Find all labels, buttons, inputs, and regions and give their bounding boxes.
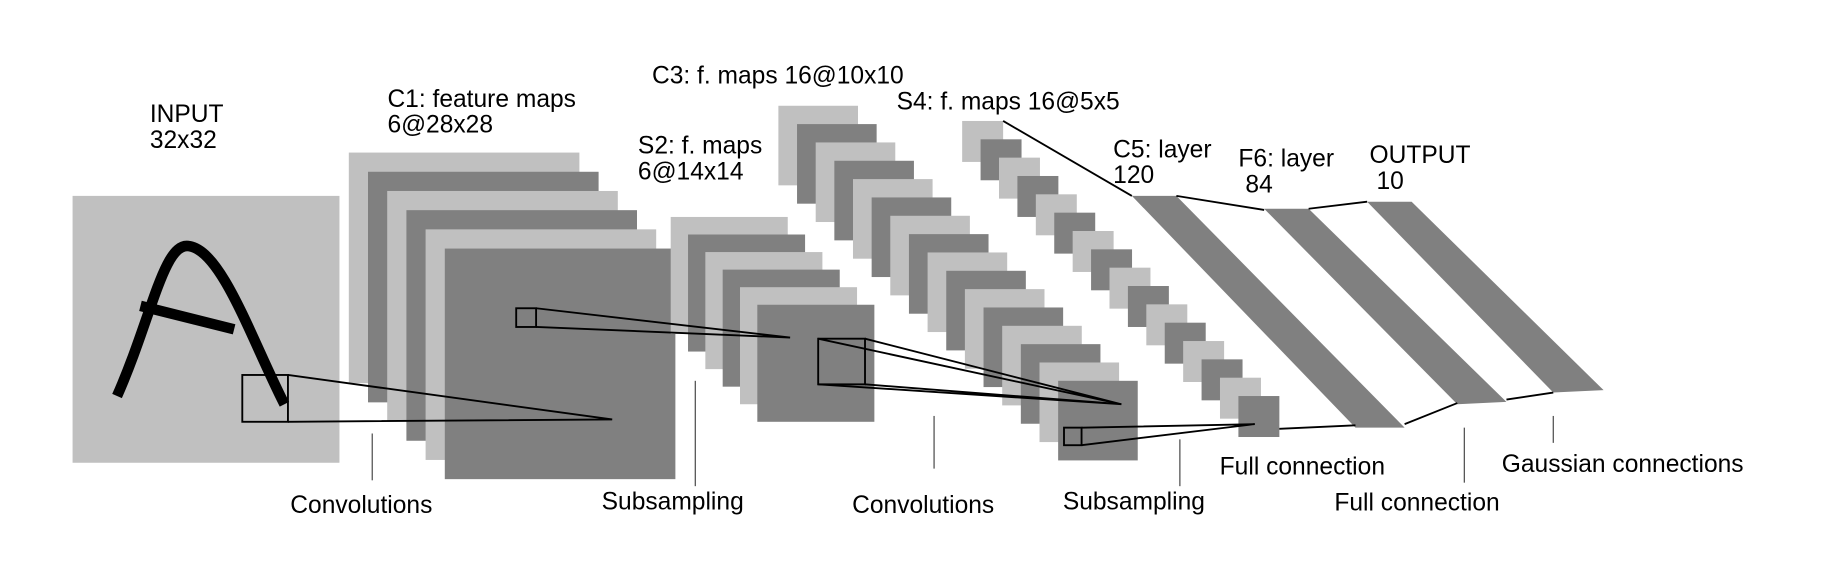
link <box>1002 120 1133 197</box>
layer-size: 6@14x14 <box>638 158 744 185</box>
receptive-field <box>1063 426 1083 447</box>
receptive-field <box>817 337 866 386</box>
link <box>1404 402 1458 426</box>
operation: Subsampling <box>602 489 744 516</box>
s4-map <box>1238 396 1280 438</box>
pointers <box>371 380 1554 487</box>
layer-size: 32x32 <box>150 127 217 154</box>
receptive-field <box>515 307 538 328</box>
letter-bar <box>139 300 236 335</box>
output-layer <box>1367 201 1604 393</box>
link <box>1279 424 1356 430</box>
cone <box>287 374 613 423</box>
c1-map <box>444 248 676 480</box>
link <box>1506 391 1554 401</box>
cone <box>1081 423 1255 447</box>
layer-name: C1: feature maps <box>387 86 576 113</box>
layer-name: C3: f. maps 16@10x10 <box>652 63 904 90</box>
operation: Subsampling <box>1063 489 1205 516</box>
layer-name: OUTPUT <box>1370 142 1471 169</box>
layer-name: S4: f. maps 16@5x5 <box>897 88 1120 115</box>
layer-size: 120 <box>1113 162 1154 189</box>
operation: Convolutions <box>852 492 994 519</box>
input-image <box>72 195 340 463</box>
receptive-field <box>241 374 289 423</box>
cone <box>817 337 1122 406</box>
f6-layer <box>1264 208 1507 405</box>
cone <box>535 307 791 339</box>
link <box>1176 194 1265 211</box>
c5-layer <box>1131 195 1405 428</box>
layer-name: F6: layer <box>1238 146 1334 173</box>
feature-maps <box>348 105 1280 480</box>
layer-name: C5: layer <box>1113 136 1211 163</box>
layer-name: S2: f. maps <box>638 133 762 160</box>
letter-stroke <box>112 240 290 407</box>
operation: Full connection <box>1334 490 1499 517</box>
layer-name: INPUT <box>150 101 224 128</box>
s2-map <box>757 304 875 422</box>
connections <box>241 120 1554 447</box>
layer-size: 10 <box>1377 168 1404 195</box>
layer-size: 6@28x28 <box>387 112 493 139</box>
operation: Convolutions <box>290 492 432 519</box>
layer-size: 84 <box>1245 171 1272 198</box>
operation: Full connection <box>1220 453 1385 480</box>
operation: Gaussian connections <box>1502 451 1744 478</box>
link <box>1308 200 1368 210</box>
